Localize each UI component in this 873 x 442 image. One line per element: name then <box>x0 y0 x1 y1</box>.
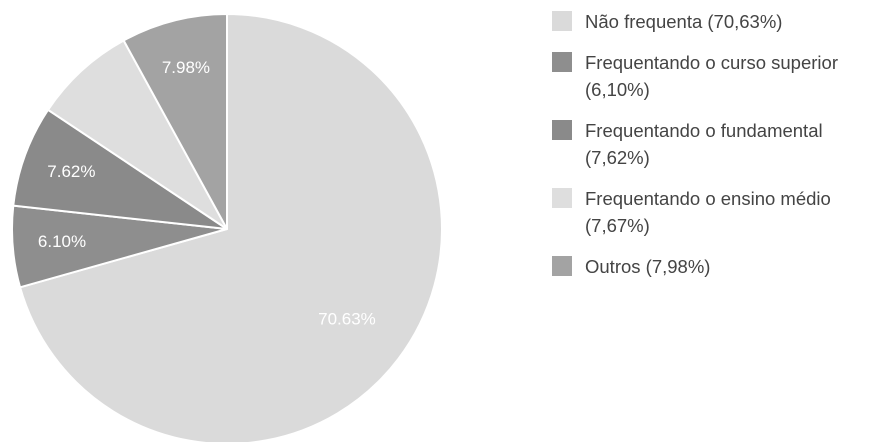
slice-label: 6.10% <box>38 232 86 251</box>
pie-slice <box>122 12 228 230</box>
legend-label: Frequentando o curso superior (6,10%) <box>585 52 838 100</box>
legend-swatch <box>552 256 572 276</box>
legend-item: Frequentando o curso superior (6,10%) <box>552 49 870 103</box>
slice-label: 70.63% <box>318 309 376 328</box>
pie-slice <box>12 108 228 230</box>
legend-item: Frequentando o fundamental (7,62%) <box>552 117 870 171</box>
slice-label: 7.62% <box>47 162 95 181</box>
legend-label: Frequentando o fundamental (7,62%) <box>585 120 823 168</box>
pie-slice <box>46 39 228 230</box>
legend-item: Não frequenta (70,63%) <box>552 8 870 35</box>
legend-item: Outros (7,98%) <box>552 253 870 280</box>
legend-swatch <box>552 11 572 31</box>
legend: Não frequenta (70,63%) Frequentando o cur… <box>552 8 870 294</box>
pie-slice <box>18 12 443 442</box>
legend-swatch <box>552 52 572 72</box>
legend-label: Não frequenta (70,63%) <box>585 11 783 32</box>
legend-swatch <box>552 120 572 140</box>
legend-item: Frequentando o ensino médio (7,67%) <box>552 185 870 239</box>
slice-label: 7.98% <box>162 58 210 77</box>
legend-label: Frequentando o ensino médio (7,67%) <box>585 188 831 236</box>
legend-swatch <box>552 188 572 208</box>
legend-label: Outros (7,98%) <box>585 256 711 277</box>
pie: 70.63% 6.10% 7.62% 7.98% <box>11 12 443 442</box>
